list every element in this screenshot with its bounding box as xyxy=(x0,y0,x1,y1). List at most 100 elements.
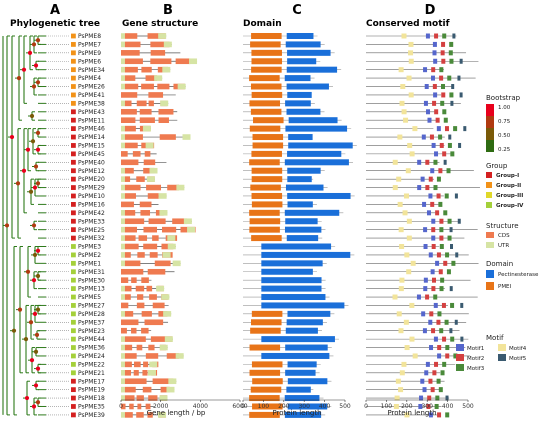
gene-label: PsPME26 xyxy=(78,84,105,91)
motif-box xyxy=(435,395,440,401)
pectinesterase-domain xyxy=(287,361,317,368)
motif-swatch xyxy=(498,354,506,361)
pmei-domain xyxy=(249,369,281,376)
utr-block xyxy=(121,142,125,149)
cds-exon xyxy=(147,33,166,39)
cds-exon xyxy=(158,108,174,115)
cds-exon xyxy=(160,386,170,393)
pectinesterase-domain xyxy=(287,378,328,385)
utr-block xyxy=(177,83,186,90)
utr-block xyxy=(121,33,125,39)
gene-label: PsPME9 xyxy=(78,50,101,57)
cds-exon xyxy=(124,285,132,292)
gene-label: PsPME33 xyxy=(78,218,105,225)
cds-exon xyxy=(142,386,152,393)
gene-label: PsPME4 xyxy=(78,75,101,82)
motif-box xyxy=(426,403,431,409)
domain-tick-label: 200 xyxy=(278,403,290,410)
motif-box xyxy=(444,126,449,132)
motif-box xyxy=(426,210,431,216)
motif-box xyxy=(398,328,404,334)
motif-box xyxy=(399,370,405,376)
motif-box xyxy=(457,75,461,81)
gene-label: PsPME27 xyxy=(78,303,105,310)
bootstrap-node xyxy=(17,307,23,312)
motif-box xyxy=(419,395,424,401)
group-marker xyxy=(71,294,76,300)
cds-exon xyxy=(161,226,177,233)
pmei-domain xyxy=(251,91,283,98)
bootstrap-node xyxy=(25,147,31,152)
cds-exon xyxy=(152,302,165,309)
cds-exon xyxy=(145,353,159,359)
motif-box xyxy=(430,168,435,174)
motif-box xyxy=(445,353,450,359)
motif-box xyxy=(398,387,404,393)
bootstrap-node xyxy=(31,42,37,47)
gene-label: PsPME46 xyxy=(78,126,105,133)
utr-block xyxy=(176,184,185,191)
utr-block xyxy=(162,66,171,73)
utr-block xyxy=(164,336,173,342)
cds-exon xyxy=(161,243,174,250)
utr-block xyxy=(147,370,156,376)
panel-a-title: Phylogenetic tree xyxy=(10,19,100,29)
cds-exon xyxy=(137,252,145,258)
motif-box xyxy=(437,311,442,317)
motif-box xyxy=(395,378,401,384)
motif-box xyxy=(422,328,427,334)
utr-block xyxy=(159,395,168,401)
pectinesterase-domain xyxy=(287,310,331,317)
bootstrap-node xyxy=(34,332,40,338)
cds-exon xyxy=(124,260,141,267)
group-swatch xyxy=(486,202,492,208)
cds-exon xyxy=(124,386,136,393)
cds-exon xyxy=(124,218,145,225)
pectinesterase-domain xyxy=(288,134,313,141)
structure-label: CDS xyxy=(498,233,510,239)
motif-box xyxy=(431,244,436,249)
pectinesterase-domain xyxy=(261,277,322,284)
utr-block xyxy=(121,395,125,401)
motif-box xyxy=(432,370,437,376)
pmei-domain xyxy=(253,117,284,124)
group-marker xyxy=(71,311,76,317)
motif-box xyxy=(440,370,445,376)
motif-box xyxy=(452,33,456,39)
utr-block xyxy=(168,378,177,385)
gene-label: PsPME8 xyxy=(78,33,101,40)
pectinesterase-domain xyxy=(284,226,322,233)
cds-exon xyxy=(136,412,144,418)
cds-exon xyxy=(136,344,143,351)
motif-box xyxy=(407,142,413,148)
motif-box xyxy=(445,412,450,418)
gene-label: PsPME37 xyxy=(78,319,105,326)
motif-box xyxy=(431,142,436,148)
motif-box xyxy=(447,218,452,224)
pectinesterase-domain xyxy=(285,125,348,132)
motif-label: Motif4 xyxy=(509,346,527,352)
motif-box xyxy=(434,151,439,157)
cds-exon xyxy=(145,75,158,81)
gene-label: PsPME35 xyxy=(78,404,105,411)
bootstrap-tick: 0.25 xyxy=(498,147,511,153)
cds-exon xyxy=(124,41,141,48)
pectinesterase-domain xyxy=(287,58,317,65)
motif-box xyxy=(444,319,449,325)
cds-exon xyxy=(167,184,179,191)
cds-exon xyxy=(150,41,170,48)
domain-swatch xyxy=(486,270,494,278)
cds-exon xyxy=(124,344,133,351)
group-swatch xyxy=(486,172,492,178)
motif-box xyxy=(424,84,429,90)
motif-box xyxy=(449,328,453,334)
motif-label: Motif1 xyxy=(467,346,484,352)
utr-block xyxy=(121,193,125,199)
cds-exon xyxy=(124,395,135,401)
pectinesterase-domain xyxy=(285,327,318,334)
utr-block xyxy=(149,361,158,368)
pmei-domain xyxy=(249,411,280,418)
motif-box xyxy=(423,227,428,233)
motif-box xyxy=(429,134,434,140)
pectinesterase-domain xyxy=(285,344,328,351)
